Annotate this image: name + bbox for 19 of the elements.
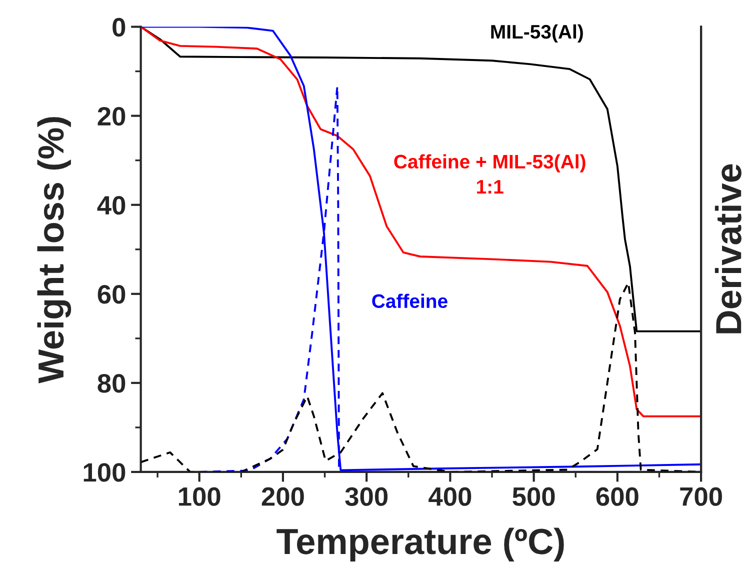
- y-tick-label: 20: [98, 106, 126, 126]
- series-label: MIL-53(Al): [491, 24, 583, 43]
- y-tick-label: 0: [112, 18, 126, 37]
- y2-axis-title: Derivative: [714, 164, 742, 334]
- y-axis-title: Weight loss (%): [37, 117, 72, 384]
- y-tick-label: 100: [84, 463, 126, 482]
- x-tick-label: 600: [596, 487, 638, 506]
- x-tick-label: 100: [178, 487, 220, 506]
- x-tick-label: 300: [345, 487, 388, 506]
- y-tick-label: 80: [98, 374, 126, 393]
- y-tick-label: 60: [98, 285, 126, 304]
- x-tick-label: 200: [262, 487, 304, 506]
- x-tick-label: 500: [512, 487, 555, 506]
- x-tick-label: 700: [680, 487, 722, 506]
- text: Caffeine: [372, 294, 448, 308]
- series-label: Caffeine + MIL-53(Al) 1:1: [394, 154, 586, 194]
- y-tick-label: 40: [97, 196, 126, 215]
- x-tick-label: 400: [428, 487, 472, 506]
- x-axis-title: Temperature (ºC): [276, 528, 564, 562]
